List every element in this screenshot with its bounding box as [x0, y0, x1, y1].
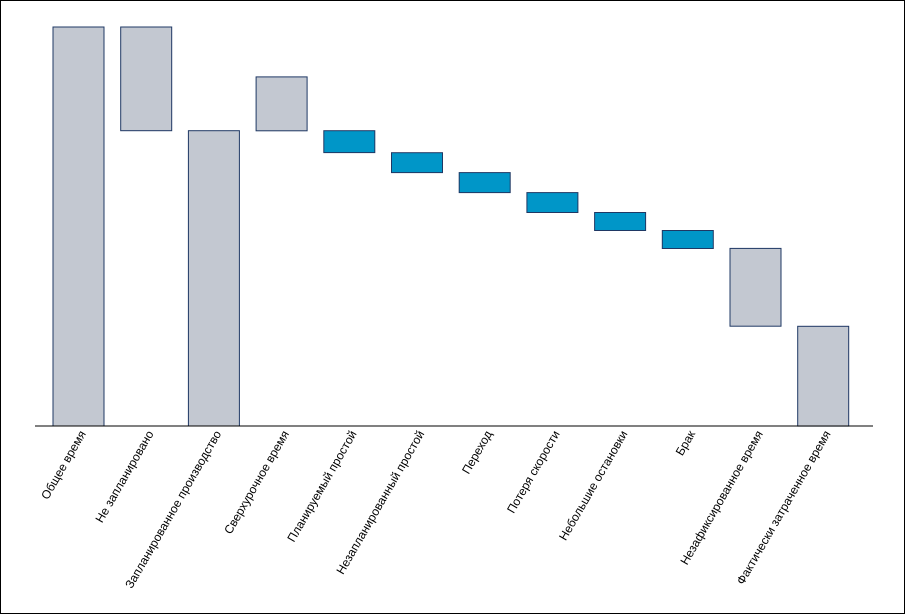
bar-9 — [594, 212, 647, 231]
x-tick-label-7: Переход — [459, 428, 495, 476]
bar-1 — [52, 26, 105, 427]
bar-6 — [391, 152, 443, 174]
bar-5 — [323, 130, 376, 154]
x-tick-label-9: Небольшие остановки — [556, 428, 630, 543]
bar-3 — [187, 130, 240, 427]
x-tick-label-2: Не запланировано — [92, 428, 156, 525]
bar-2 — [120, 26, 173, 132]
bar-8 — [526, 192, 579, 214]
x-tick-label-4: Сверхурочное время — [221, 428, 292, 536]
x-tick-label-8: Потеря скорости — [504, 428, 563, 516]
bars-group — [52, 26, 850, 427]
bar-11 — [729, 247, 782, 327]
x-tick-label-10: Брак — [673, 427, 699, 458]
bar-7 — [458, 172, 511, 194]
x-tick-label-5: Планируемый простой — [284, 428, 359, 544]
bar-10 — [661, 230, 714, 249]
bar-12 — [797, 325, 850, 427]
bar-4 — [255, 76, 308, 132]
x-tick-label-1: Общее время — [38, 428, 89, 502]
category-labels-group: Общее время Не запланированоЗапланированн… — [38, 427, 833, 590]
